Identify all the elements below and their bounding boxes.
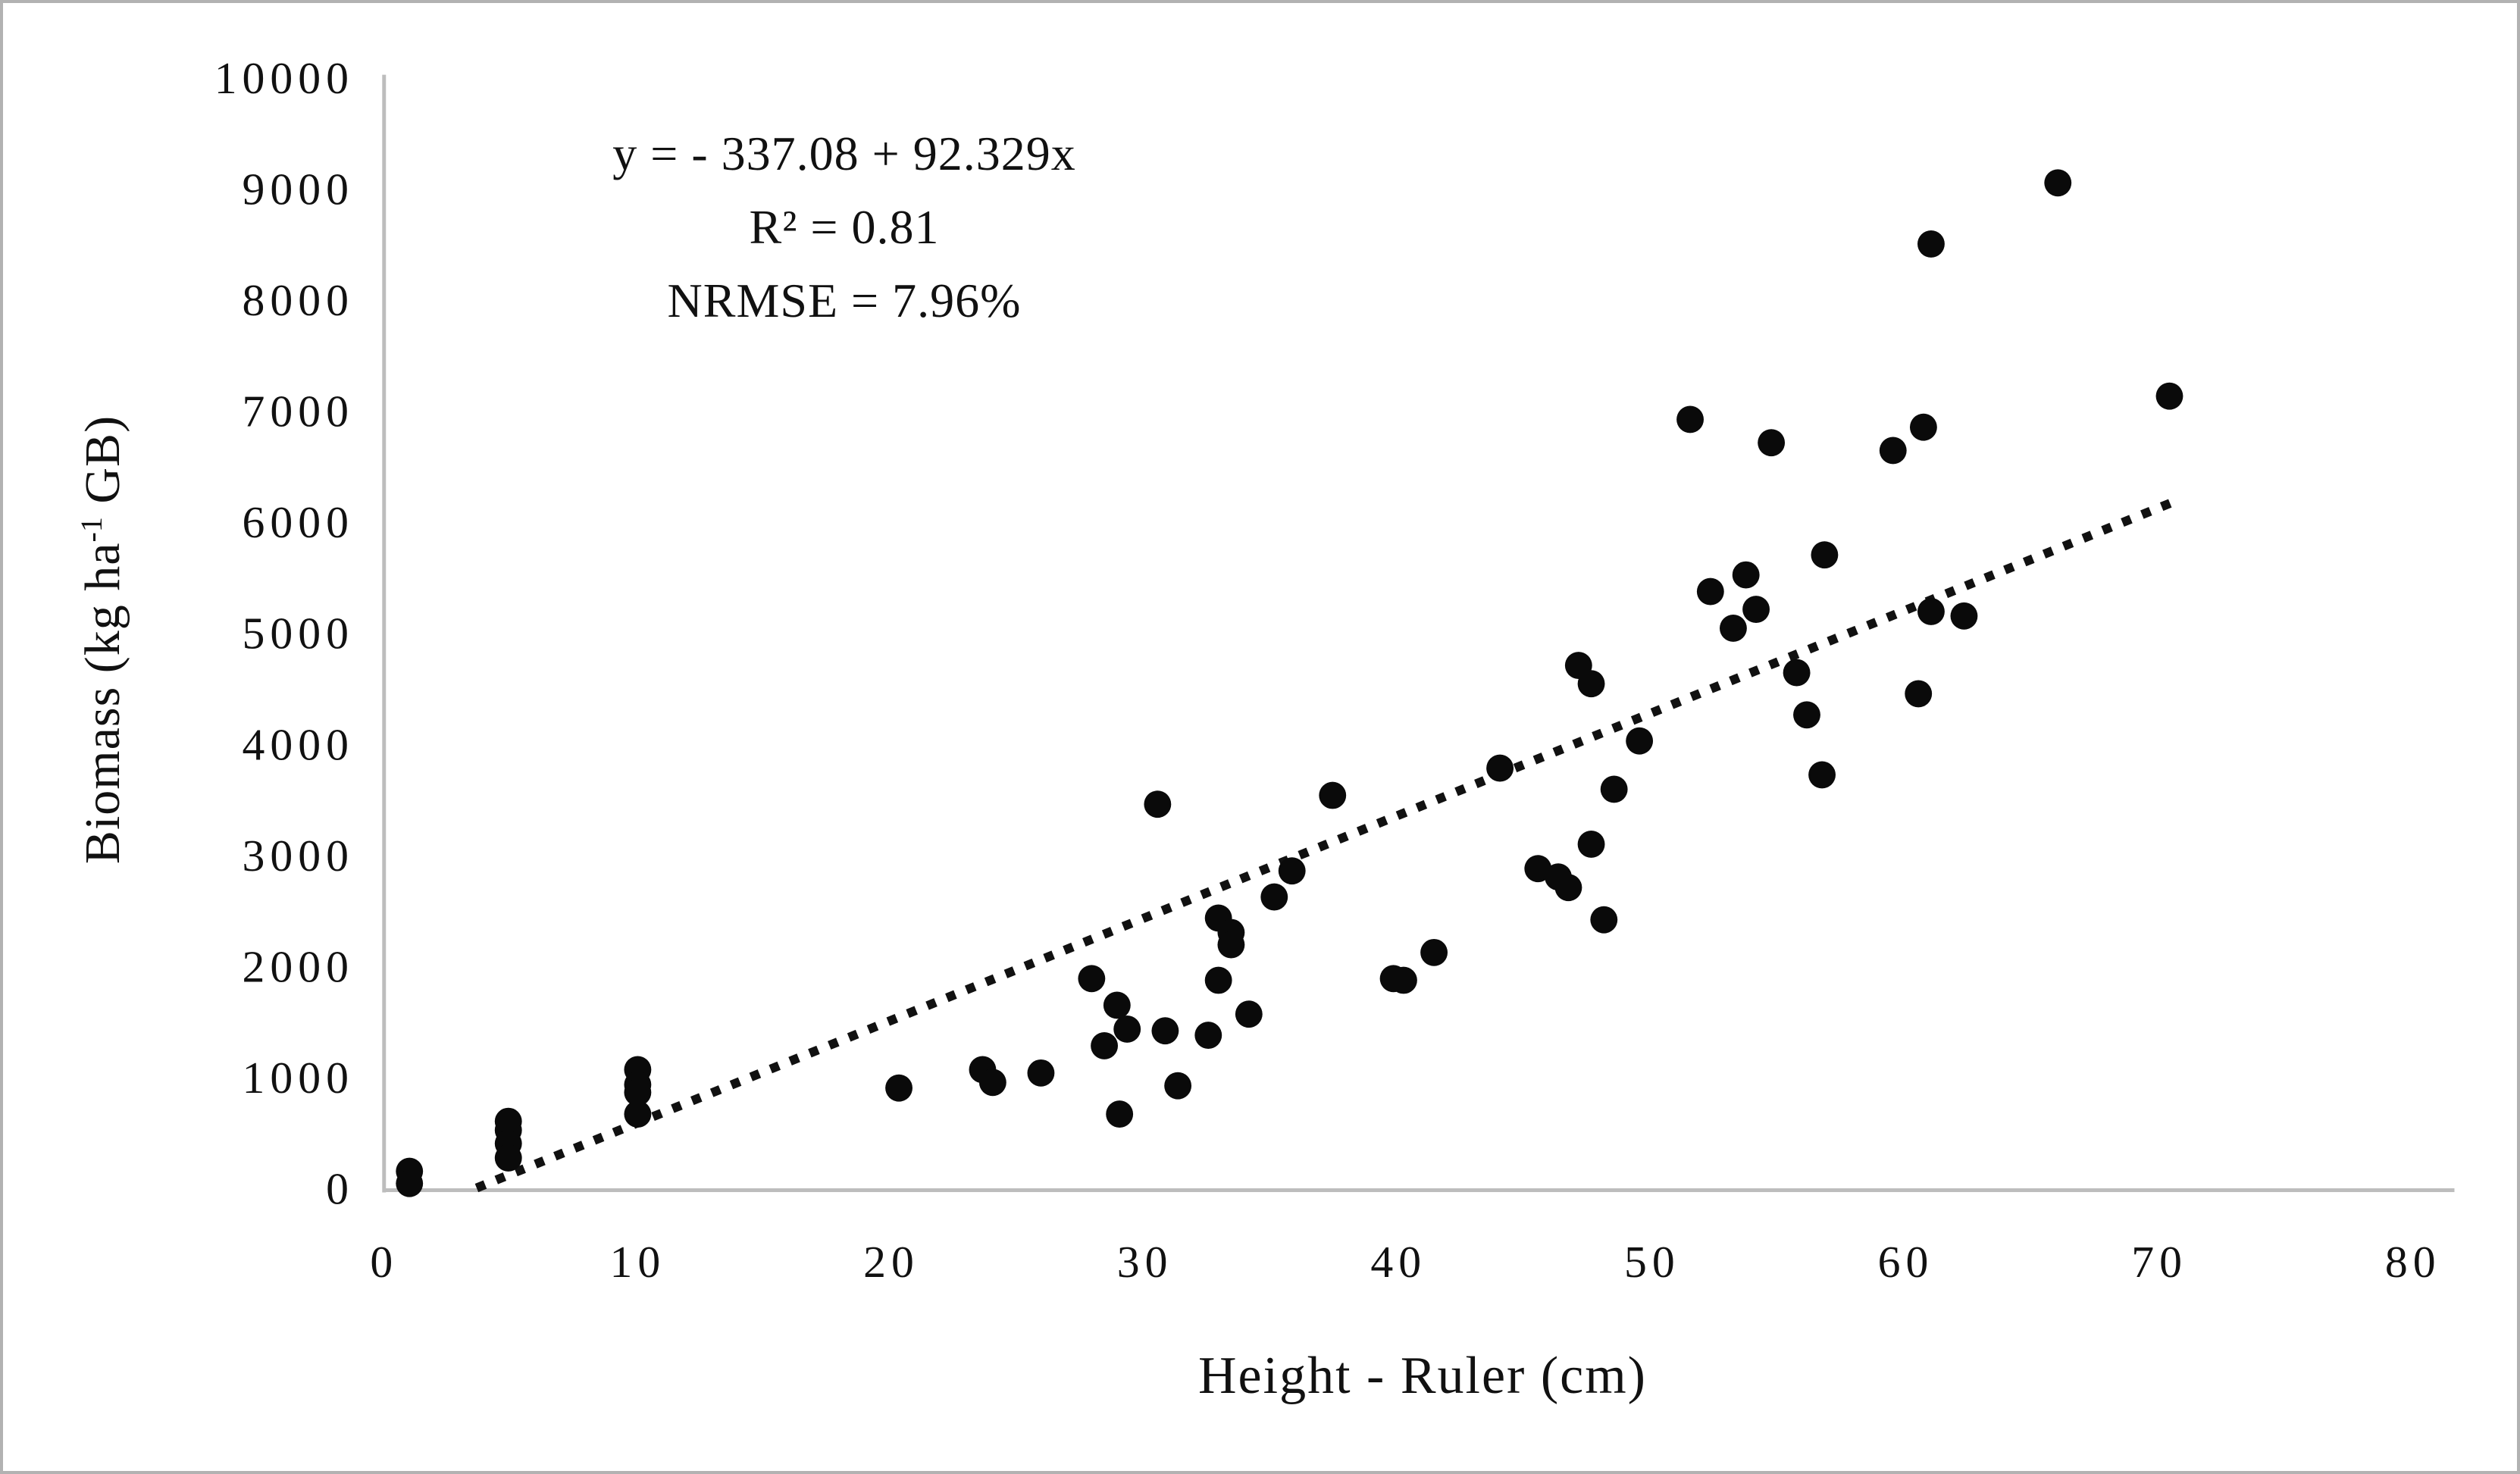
x-tick-label: 30 bbox=[1117, 1237, 1173, 1287]
x-tick-label: 20 bbox=[863, 1237, 919, 1287]
regression-equation: y = - 337.08 + 92.329x bbox=[612, 127, 1076, 180]
y-tick-label: 10000 bbox=[214, 53, 354, 103]
data-point bbox=[1194, 1022, 1222, 1049]
x-axis-title: Height - Ruler (cm) bbox=[1198, 1347, 1647, 1405]
data-point bbox=[1577, 670, 1605, 698]
x-tick-label: 10 bbox=[610, 1237, 666, 1287]
data-point bbox=[1950, 602, 1978, 630]
y-axis-title-superscript: -1 bbox=[74, 517, 108, 543]
x-tick-label: 70 bbox=[2131, 1237, 2187, 1287]
y-tick-label: 9000 bbox=[243, 164, 354, 214]
data-point bbox=[1811, 541, 1839, 569]
data-point bbox=[1696, 577, 1724, 606]
x-tick-label: 50 bbox=[1624, 1237, 1680, 1287]
y-tick-label: 4000 bbox=[243, 719, 354, 769]
data-point bbox=[978, 1069, 1006, 1097]
x-tick-label: 40 bbox=[1370, 1237, 1426, 1287]
scatter-plot: 0100020003000400050006000700080009000100… bbox=[214, 53, 2455, 1287]
trendline bbox=[474, 498, 2174, 1193]
data-point bbox=[1879, 437, 1907, 465]
y-tick-label: 7000 bbox=[243, 386, 354, 437]
data-point bbox=[2155, 382, 2183, 410]
data-point bbox=[1676, 405, 1704, 433]
data-point bbox=[624, 1078, 652, 1106]
y-tick-label: 0 bbox=[326, 1163, 354, 1213]
y-tick-label: 6000 bbox=[243, 497, 354, 547]
data-point bbox=[1909, 413, 1937, 441]
x-tick-label: 0 bbox=[370, 1237, 398, 1287]
data-point bbox=[1626, 727, 1654, 755]
y-tick-label: 3000 bbox=[243, 831, 354, 881]
data-point bbox=[1319, 781, 1347, 809]
data-point bbox=[1235, 1000, 1263, 1028]
y-tick-label: 5000 bbox=[243, 609, 354, 659]
data-point bbox=[1151, 1017, 1179, 1045]
data-point bbox=[396, 1169, 424, 1197]
data-point bbox=[1486, 754, 1514, 782]
data-point bbox=[1217, 931, 1245, 959]
data-point bbox=[1078, 965, 1106, 993]
data-point bbox=[1204, 966, 1232, 994]
data-point bbox=[1091, 1032, 1119, 1059]
nrmse-value: NRMSE = 7.96% bbox=[667, 274, 1022, 327]
y-tick-label: 8000 bbox=[243, 275, 354, 325]
data-point bbox=[1590, 906, 1618, 934]
data-point bbox=[1808, 761, 1836, 789]
data-point bbox=[1164, 1072, 1192, 1100]
data-point bbox=[1027, 1059, 1055, 1087]
y-tick-label: 1000 bbox=[243, 1053, 354, 1103]
data-point bbox=[1732, 561, 1760, 589]
data-point bbox=[1144, 790, 1172, 818]
y-axis-title-prefix: Biomass (kg ha bbox=[75, 542, 130, 865]
y-tick-label: 2000 bbox=[243, 941, 354, 991]
data-point bbox=[1278, 857, 1306, 885]
data-point bbox=[1917, 598, 1945, 625]
data-point bbox=[624, 1100, 652, 1128]
data-point bbox=[494, 1144, 522, 1172]
data-point bbox=[1742, 596, 1770, 623]
y-axis-title-suffix: GB) bbox=[75, 415, 130, 518]
data-point bbox=[1720, 615, 1747, 642]
y-axis-title: Biomass (kg ha-1 GB) bbox=[74, 336, 142, 943]
data-point bbox=[1577, 831, 1605, 858]
data-point bbox=[1793, 701, 1820, 729]
r-squared-value: R² = 0.81 bbox=[749, 200, 940, 254]
data-point bbox=[1600, 775, 1628, 803]
data-point bbox=[1917, 230, 1945, 258]
data-point bbox=[1113, 1016, 1141, 1043]
data-point bbox=[1390, 966, 1417, 994]
data-point bbox=[1260, 883, 1288, 911]
data-point bbox=[1103, 991, 1131, 1019]
data-point bbox=[1783, 659, 1811, 687]
data-point bbox=[1758, 429, 1786, 457]
data-point bbox=[2044, 169, 2072, 197]
data-point bbox=[1420, 938, 1448, 966]
data-point bbox=[1106, 1100, 1134, 1128]
regression-annotation: y = - 337.08 + 92.329x R² = 0.81 NRMSE =… bbox=[397, 117, 1291, 337]
x-tick-label: 80 bbox=[2385, 1237, 2441, 1287]
data-point bbox=[1554, 874, 1582, 902]
data-point bbox=[885, 1074, 913, 1102]
x-tick-label: 60 bbox=[1878, 1237, 1934, 1287]
data-point bbox=[1905, 680, 1933, 708]
